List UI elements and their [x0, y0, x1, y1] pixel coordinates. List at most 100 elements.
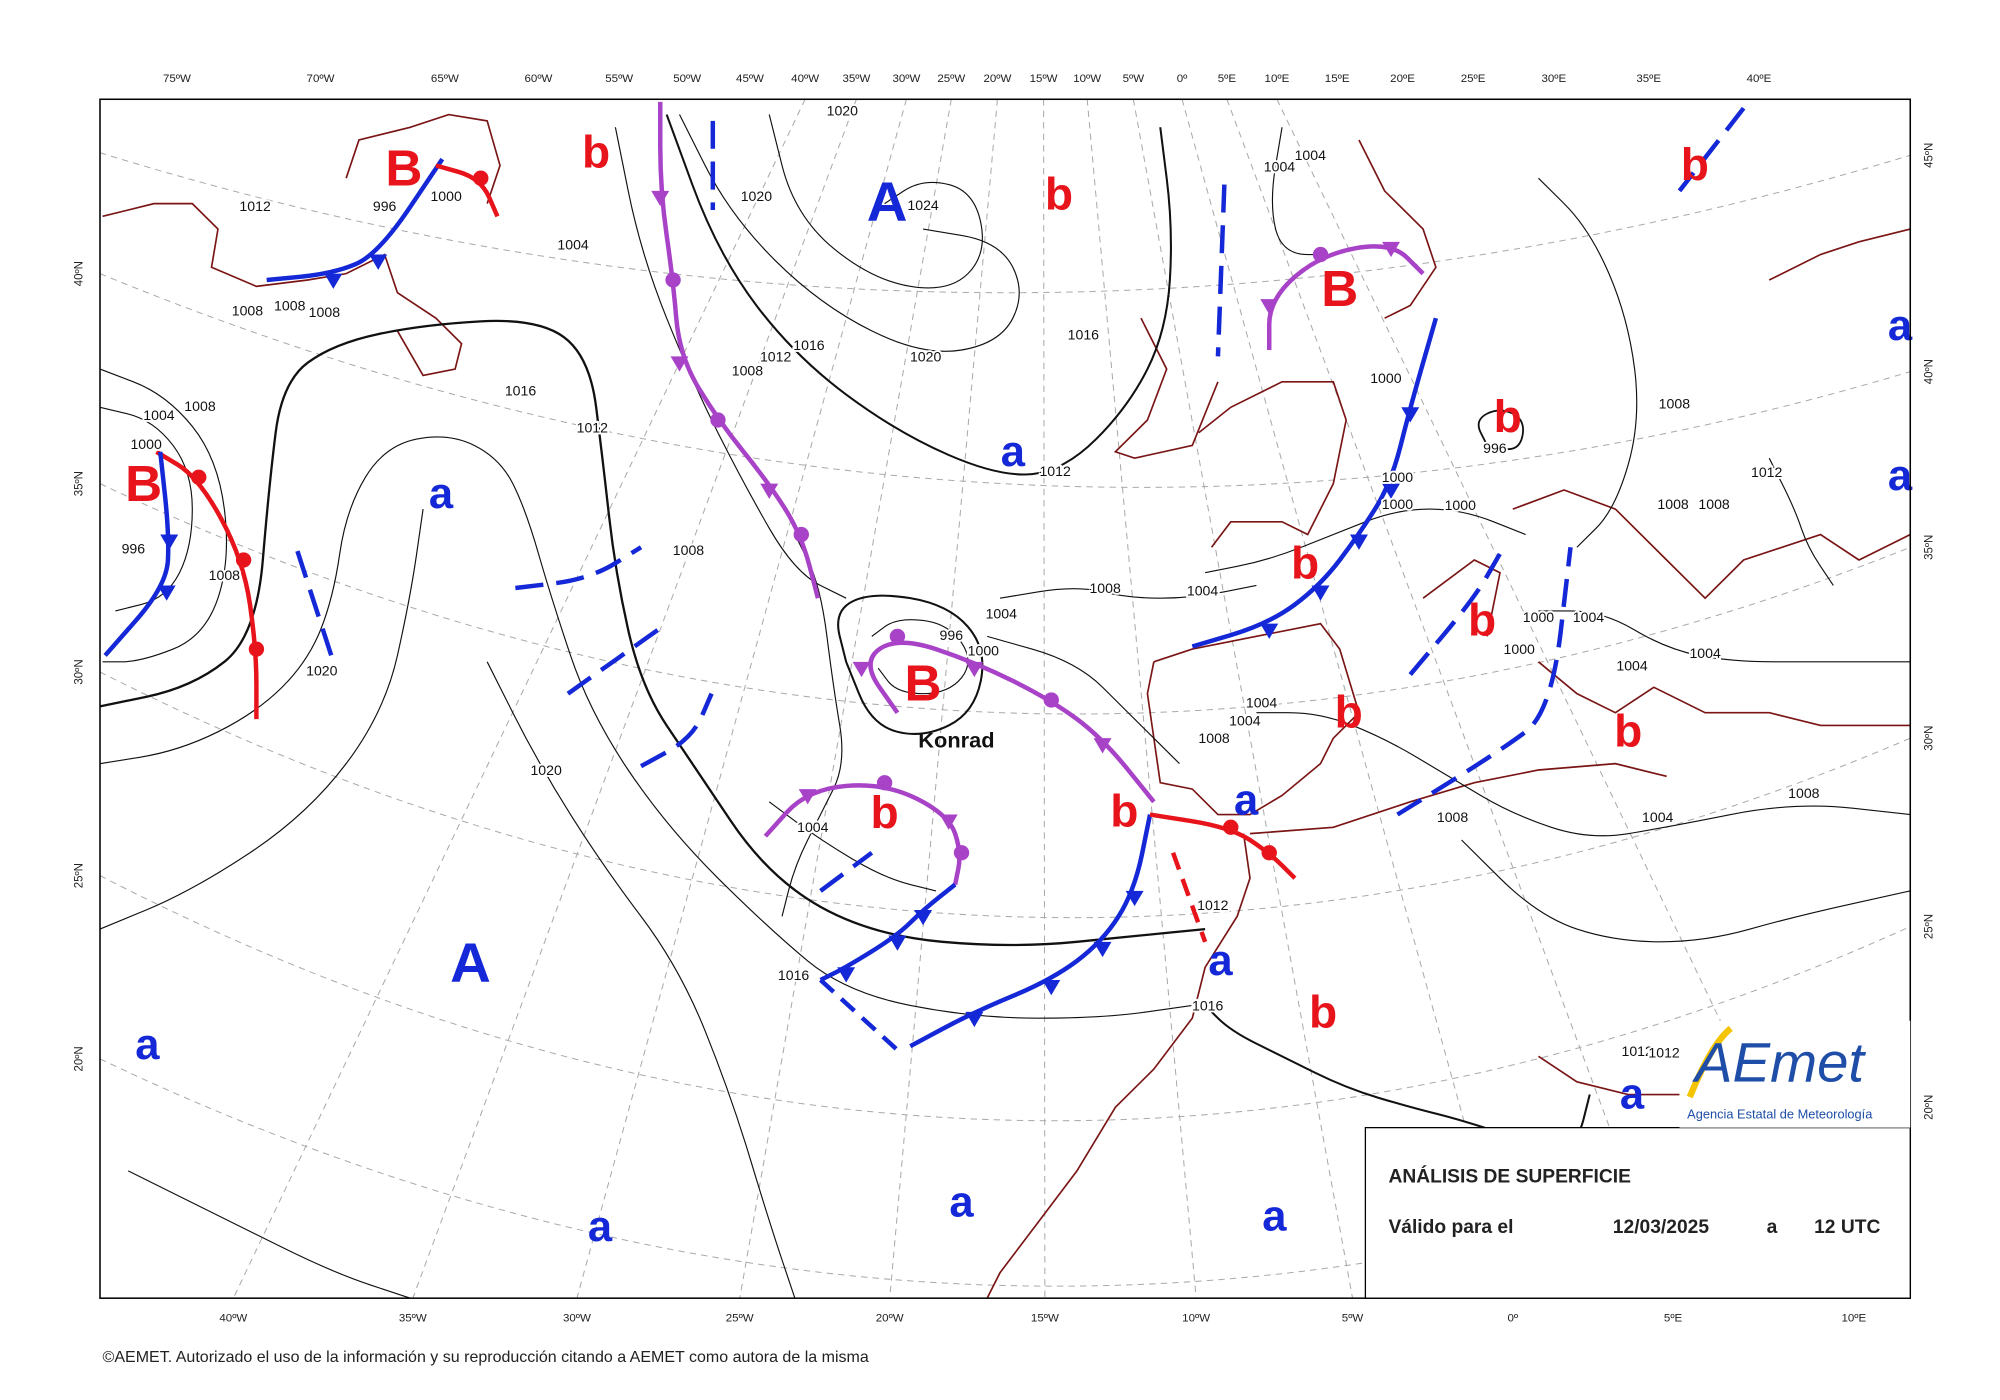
isobar-label: 1016	[505, 383, 537, 399]
coastline	[1358, 139, 1437, 319]
isobar-label: 1000	[1445, 497, 1477, 513]
isobar	[987, 635, 1180, 765]
occl-front-dot	[889, 628, 906, 644]
map-frame	[99, 98, 1912, 1299]
isobar	[1477, 409, 1524, 451]
isobar	[99, 436, 1193, 1019]
trough-front	[515, 545, 643, 591]
isobar	[665, 114, 1172, 476]
isobar-label: 1008	[1659, 395, 1691, 411]
coastline	[102, 202, 463, 377]
isobar-label: 1008	[673, 542, 705, 558]
coastline	[1422, 559, 1501, 637]
occl-front-dot	[793, 526, 809, 543]
pressure-center: a	[1620, 1071, 1645, 1119]
cold-front-triangle	[837, 967, 856, 983]
top-longitude-label: 25ºE	[1461, 73, 1486, 85]
cold-front-triangle	[1382, 483, 1400, 499]
pressure-center: B	[125, 455, 162, 512]
cold-front-triangle	[914, 910, 933, 926]
cold-front-triangle	[1350, 534, 1368, 550]
pressure-center: b	[1494, 390, 1522, 442]
pressure-center: a	[1888, 302, 1913, 350]
bottom-longitude-label: 10ºE	[1841, 1313, 1866, 1325]
bottom-longitude-label: 0º	[1508, 1313, 1519, 1325]
pressure-center: a	[949, 1179, 974, 1227]
isobar-label: 1000	[1370, 370, 1402, 386]
cold-front-triangle	[160, 534, 179, 550]
isobar-label: 1012	[1648, 1045, 1680, 1061]
occl-front-triangle	[651, 190, 670, 207]
top-longitude-label: 45ºW	[736, 73, 764, 85]
top-longitude-label: 50ºW	[673, 73, 701, 85]
meridian	[232, 99, 806, 1299]
copyright: ©AEMET. Autorizado el uso de la informac…	[103, 1349, 869, 1366]
pressure-center: B	[905, 655, 942, 712]
top-longitude-label: 10ºE	[1265, 73, 1290, 85]
isobar-label: 1000	[130, 436, 162, 452]
warm-front-dot	[248, 641, 265, 657]
meridian	[576, 99, 907, 1299]
top-longitude-label: 35ºW	[842, 73, 870, 85]
isobar	[871, 619, 969, 695]
cold-front-triangle	[965, 1011, 984, 1028]
isobar-label: 1020	[827, 103, 859, 119]
isobar-label: 1008	[309, 304, 341, 320]
occl-front-dot	[665, 272, 681, 288]
isobar-label: 1004	[1573, 609, 1605, 625]
trough-front	[1215, 184, 1227, 357]
pressure-center: a	[1001, 428, 1026, 476]
isobar	[1538, 610, 1911, 663]
top-longitude-label: 40ºE	[1747, 73, 1772, 85]
pressure-center: b	[1335, 686, 1363, 738]
fronts	[103, 101, 1746, 1052]
pressure-center: B	[1321, 260, 1358, 317]
isobar-label: 1012	[1751, 464, 1783, 480]
logo-name: AEmet	[1692, 1031, 1867, 1094]
cold-front-triangle	[1042, 980, 1061, 996]
warm-front-dot	[473, 170, 489, 186]
isobar-label: 1004	[143, 407, 175, 423]
cold-front-triangle	[1311, 585, 1330, 601]
pressure-center: b	[1681, 138, 1709, 190]
isobar-label: 1008	[274, 297, 306, 313]
isobar	[1256, 712, 1911, 837]
pressure-center: B	[385, 139, 422, 196]
legend: ANÁLISIS DE SUPERFICIE Válido para el 12…	[1388, 1165, 1880, 1238]
storm-name: Konrad	[918, 728, 994, 753]
isobar	[768, 114, 983, 289]
bottom-longitude-label: 30ºW	[563, 1313, 591, 1325]
isobar-label: 1012	[1039, 463, 1071, 479]
top-longitude-label: 30ºW	[892, 73, 920, 85]
isobar-label: 996	[122, 541, 146, 557]
pressure-center: b	[1291, 537, 1319, 589]
isobar-label: 1008	[1698, 496, 1730, 512]
isobar-label: 1004	[1616, 658, 1648, 674]
pressure-center: A	[450, 931, 491, 994]
isobar-label: 1016	[778, 967, 810, 983]
warm-front	[155, 449, 259, 720]
pressure-center: a	[1208, 937, 1233, 985]
isobar-label: 1012	[1621, 1043, 1653, 1059]
isobar-label: 1012	[1197, 897, 1229, 913]
cold-front	[819, 882, 957, 982]
bottom-longitude-label: 5ºW	[1342, 1313, 1364, 1325]
isobar-label: 1008	[1089, 580, 1121, 596]
trough-front	[295, 550, 336, 663]
bottom-longitude-label: 15ºW	[1031, 1313, 1059, 1325]
top-longitude-label: 10ºW	[1073, 73, 1101, 85]
isobar-label: 1004	[1246, 695, 1278, 711]
isobar	[837, 594, 984, 735]
occl-front-triangle	[1382, 241, 1400, 258]
isobar	[1205, 508, 1526, 574]
occl-front-triangle	[965, 661, 984, 678]
top-longitude-label: 65ºW	[431, 73, 459, 85]
top-longitude-label: 5ºE	[1218, 73, 1237, 85]
isobar	[678, 114, 1020, 352]
isobar-label: 1004	[1229, 712, 1261, 728]
top-longitude-label: 20ºW	[983, 73, 1011, 85]
parallel	[99, 273, 1911, 488]
cold-front-triangle	[369, 254, 388, 270]
